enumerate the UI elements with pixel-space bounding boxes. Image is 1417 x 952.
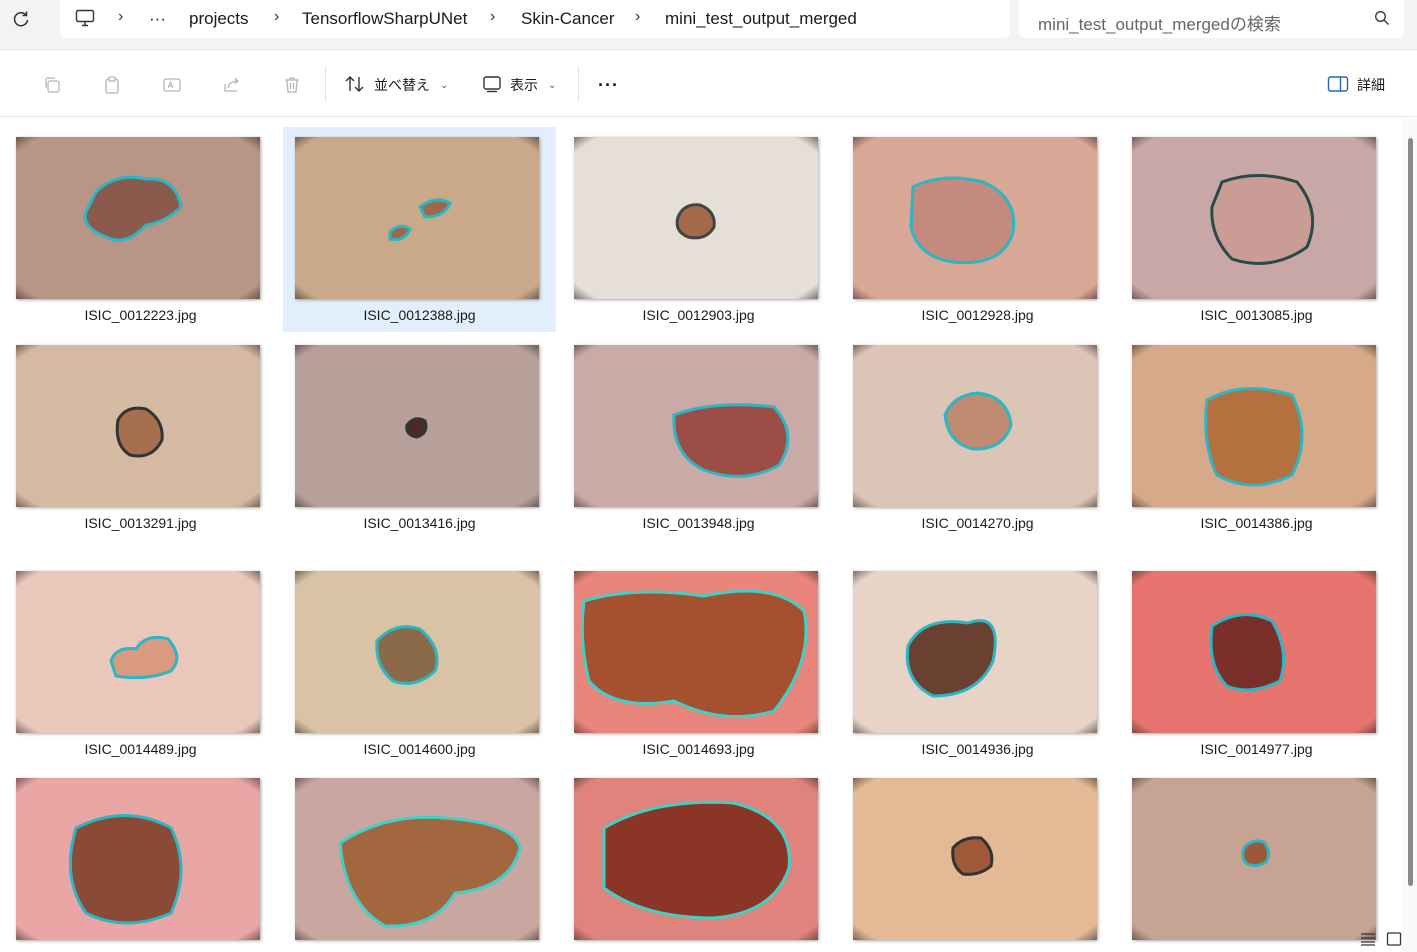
file-item[interactable] (1120, 768, 1393, 952)
toolbar-separator (578, 66, 579, 102)
details-pane-button[interactable]: 詳細 (1327, 72, 1385, 98)
file-name: ISIC_0013291.jpg (84, 515, 197, 531)
file-item[interactable]: ISIC_0014386.jpg (1120, 335, 1393, 540)
file-thumbnail (574, 137, 818, 299)
file-item[interactable]: ISIC_0014270.jpg (841, 335, 1114, 540)
file-item[interactable]: ISIC_0013948.jpg (562, 335, 835, 540)
file-thumbnail (853, 345, 1097, 507)
view-label: 表示 (510, 77, 538, 93)
sort-icon (344, 74, 366, 97)
search-input[interactable]: mini_test_output_mergedの検索 (1019, 0, 1404, 38)
file-grid: ISIC_0012223.jpg ISIC_0012388.jpg ISIC_001… (0, 118, 1400, 952)
file-name: ISIC_0012388.jpg (363, 307, 476, 323)
file-item[interactable] (562, 768, 835, 952)
file-name: ISIC_0014936.jpg (921, 741, 1034, 757)
file-name: ISIC_0013416.jpg (363, 515, 476, 531)
file-item[interactable]: ISIC_0014936.jpg (841, 561, 1114, 766)
search-icon[interactable] (1374, 10, 1390, 31)
file-name: ISIC_0014693.jpg (642, 741, 755, 757)
file-thumbnail (574, 778, 818, 940)
file-thumbnail (295, 571, 539, 733)
scrollbar-thumb[interactable] (1408, 138, 1413, 886)
file-item[interactable]: ISIC_0012928.jpg (841, 127, 1114, 332)
file-thumbnail (853, 137, 1097, 299)
file-item[interactable]: ISIC_0012388.jpg (283, 127, 556, 332)
details-view-icon[interactable] (1360, 932, 1376, 951)
sort-label: 並べ替え (374, 77, 430, 93)
toolbar-separator (325, 66, 326, 102)
paste-icon[interactable] (101, 74, 123, 96)
file-item[interactable]: ISIC_0013085.jpg (1120, 127, 1393, 332)
address-bar: › ··· projects › TensorflowSharpUNet › S… (0, 0, 1417, 50)
refresh-icon[interactable] (8, 6, 34, 32)
more-options-button[interactable]: ··· (598, 72, 619, 98)
copy-icon[interactable] (41, 74, 63, 96)
chevron-down-icon: ⌄ (440, 79, 449, 91)
file-thumbnail (1132, 137, 1376, 299)
file-thumbnail (1132, 778, 1376, 940)
file-item[interactable]: ISIC_0013416.jpg (283, 335, 556, 540)
file-item[interactable]: ISIC_0014600.jpg (283, 561, 556, 766)
file-thumbnail (574, 571, 818, 733)
rename-icon[interactable] (161, 74, 183, 96)
search-placeholder: mini_test_output_mergedの検索 (1038, 15, 1281, 34)
file-item[interactable]: ISIC_0014489.jpg (4, 561, 277, 766)
file-thumbnail (853, 571, 1097, 733)
file-item[interactable]: ISIC_0012903.jpg (562, 127, 835, 332)
file-name: ISIC_0012903.jpg (642, 307, 755, 323)
file-thumbnail (16, 137, 260, 299)
file-item[interactable] (4, 768, 277, 952)
file-name: ISIC_0014489.jpg (84, 741, 197, 757)
file-thumbnail (295, 345, 539, 507)
breadcrumb-overflow[interactable]: ··· (149, 9, 166, 28)
file-name: ISIC_0013948.jpg (642, 515, 755, 531)
file-thumbnail (295, 137, 539, 299)
file-thumbnail (574, 345, 818, 507)
file-name: ISIC_0014977.jpg (1200, 741, 1313, 757)
chevron-right-icon: › (274, 8, 280, 25)
sort-button[interactable]: 並べ替え ⌄ (344, 72, 448, 98)
details-pane-icon (1327, 75, 1349, 96)
command-bar: 並べ替え ⌄ 表示 ⌄ ··· 詳細 (0, 50, 1417, 117)
file-item[interactable]: ISIC_0013291.jpg (4, 335, 277, 540)
view-icon (482, 74, 502, 97)
chevron-down-icon: ⌄ (548, 79, 557, 91)
file-thumbnail (16, 571, 260, 733)
breadcrumb-skin-cancer[interactable]: Skin-Cancer (521, 9, 615, 28)
breadcrumb-current-folder[interactable]: mini_test_output_merged (665, 9, 857, 28)
file-thumbnail (295, 778, 539, 940)
file-thumbnail (1132, 571, 1376, 733)
vertical-scrollbar[interactable] (1403, 118, 1417, 952)
more-icon: ··· (598, 74, 619, 95)
share-icon[interactable] (221, 74, 243, 96)
file-thumbnail (16, 778, 260, 940)
file-thumbnail (16, 345, 260, 507)
file-item[interactable] (841, 768, 1114, 952)
chevron-right-icon: › (635, 8, 641, 25)
this-pc-icon[interactable] (75, 9, 95, 32)
details-label: 詳細 (1357, 77, 1385, 93)
file-name: ISIC_0013085.jpg (1200, 307, 1313, 323)
chevron-right-icon: › (490, 8, 496, 25)
chevron-right-icon: › (118, 8, 124, 25)
file-item[interactable] (283, 768, 556, 952)
large-icons-view-icon[interactable] (1386, 932, 1402, 951)
delete-icon[interactable] (281, 74, 303, 96)
file-item[interactable]: ISIC_0014977.jpg (1120, 561, 1393, 766)
file-item[interactable]: ISIC_0012223.jpg (4, 127, 277, 332)
file-thumbnail (853, 778, 1097, 940)
view-button[interactable]: 表示 ⌄ (482, 72, 556, 98)
file-name: ISIC_0012223.jpg (84, 307, 197, 323)
file-thumbnail (1132, 345, 1376, 507)
breadcrumb-projects[interactable]: projects (189, 9, 249, 28)
file-name: ISIC_0014600.jpg (363, 741, 476, 757)
file-name: ISIC_0014386.jpg (1200, 515, 1313, 531)
view-toggle (1360, 932, 1402, 951)
file-name: ISIC_0014270.jpg (921, 515, 1034, 531)
breadcrumb[interactable]: › ··· projects › TensorflowSharpUNet › S… (60, 0, 1010, 38)
file-name: ISIC_0012928.jpg (921, 307, 1034, 323)
breadcrumb-tensorflowsharpunet[interactable]: TensorflowSharpUNet (302, 9, 468, 28)
file-item[interactable]: ISIC_0014693.jpg (562, 561, 835, 766)
